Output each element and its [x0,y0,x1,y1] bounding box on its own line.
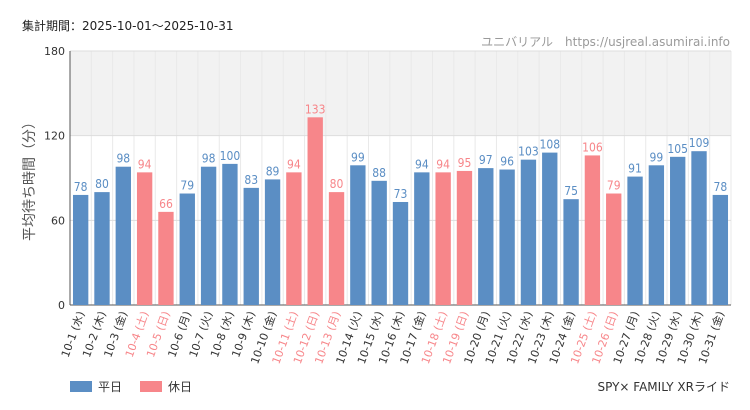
bar [648,165,665,305]
y-tick-label: 180 [44,45,65,58]
site-watermark: ユニバリアル https://usjreal.asumirai.info [481,35,730,49]
bar [200,166,217,305]
bar [670,156,686,305]
legend-item-weekday: 平日 [70,378,122,395]
bar-value-label: 78 [74,180,88,194]
bar [136,172,153,305]
bar [712,194,729,305]
holiday-swatch [140,381,163,392]
bar [72,194,89,305]
y-tick-label: 120 [44,130,65,143]
bar [286,172,302,305]
bar [435,172,451,305]
bar [414,172,430,305]
bar-value-label: 78 [713,180,727,194]
bar-value-label: 103 [518,145,539,159]
bar-value-label: 66 [159,197,173,211]
bar-value-label: 89 [266,164,280,178]
bar [392,201,409,305]
bar-value-label: 73 [394,187,408,201]
legend-holiday-label: 休日 [168,380,193,394]
bar-value-label: 99 [650,150,664,164]
legend: 平日 休日 [70,378,192,395]
y-tick-label: 0 [58,299,65,312]
bar [371,180,387,305]
attraction-name: SPY× FAMILY XRライド [597,380,731,394]
bar [584,155,601,305]
bar [542,152,558,305]
bar-value-label: 80 [95,177,109,191]
bar [691,151,707,305]
bar [456,170,473,305]
bar-value-label: 106 [582,140,603,154]
bar-value-label: 133 [305,102,326,116]
bar [350,165,366,305]
bar-value-label: 91 [628,162,642,176]
bar [264,179,281,305]
y-axis-title: 平均待ち時間（分） [22,115,38,241]
bar-value-label: 88 [372,166,386,180]
bar-value-label: 99 [351,150,365,164]
bar [328,192,345,305]
bar [243,187,259,305]
bar [222,163,238,305]
bar-value-label: 105 [667,142,688,156]
bar [94,192,110,305]
bar [606,193,622,305]
bar-value-label: 80 [330,177,344,191]
bar-value-label: 109 [689,136,710,150]
bar-value-label: 83 [244,173,258,187]
bar-value-label: 95 [458,156,472,170]
period-label: 集計期間：2025-10-01～2025-10-31 [22,19,234,33]
bar [478,168,494,305]
bar-value-label: 75 [564,184,578,198]
bar-value-label: 94 [287,157,301,171]
bar-value-label: 94 [138,157,152,171]
bar [499,169,515,305]
bar-value-label: 98 [202,152,216,166]
bar-value-label: 100 [220,149,241,163]
bar-value-label: 79 [607,179,621,193]
weekday-swatch [70,381,92,392]
bar [158,211,174,305]
legend-item-holiday: 休日 [140,378,192,395]
bar-value-label: 94 [436,157,450,171]
bar [179,193,195,305]
bar [307,117,323,305]
chart-band [70,51,731,136]
y-tick-label: 60 [51,214,65,227]
bar-value-label: 97 [479,153,493,167]
bar [563,199,579,305]
bar-value-label: 98 [116,152,130,166]
bar [115,166,131,305]
bar-value-label: 96 [500,155,514,169]
bar-value-label: 94 [415,157,429,171]
legend-weekday-label: 平日 [98,380,123,394]
bar [520,159,537,305]
bar-value-label: 108 [539,138,560,152]
bar [627,176,643,305]
bar-value-label: 79 [180,179,194,193]
